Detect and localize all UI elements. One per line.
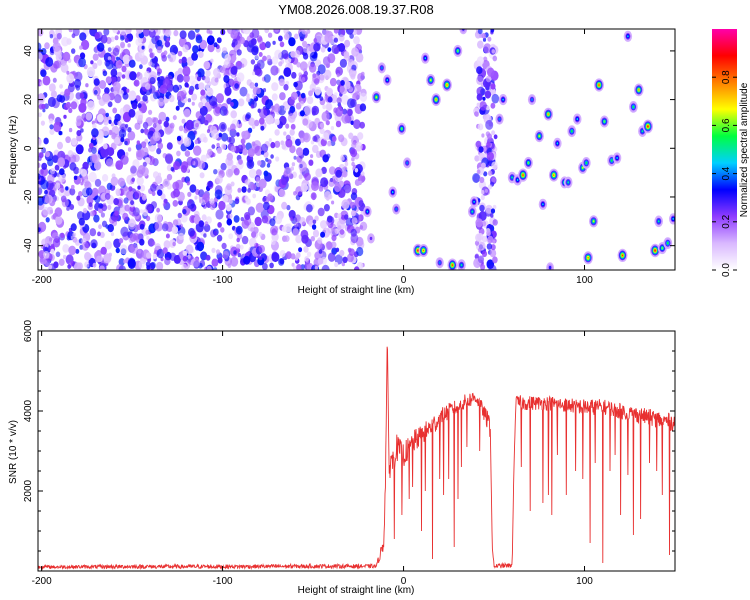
colorbar: 0.0 0.2 0.4 0.6 0.8 Normalized spectral ampl… [712,29,750,277]
spectral-peak [363,206,372,218]
spectral-peak [612,152,622,164]
spectral-peak [634,83,644,97]
snr-y-axis-label: SNR (10 * v/v) [8,420,19,484]
spectral-peak [435,257,444,269]
spectral-peak [629,101,638,113]
spectral-peak [654,215,663,228]
x-tick-label: -100 [213,275,233,286]
spectral-peak [527,94,537,106]
spectral-peak [453,44,463,57]
spectral-peak [623,30,633,42]
colorbar-tick-label: 0.2 [721,214,732,228]
x-tick-label: 100 [576,275,593,286]
y-tick-label: 40 [23,45,34,57]
spectrogram-content [38,29,675,270]
spectrogram-noise [38,29,500,270]
colorbar-label: Normalized spectral amplitude [739,82,750,217]
spectral-peak [563,176,573,189]
spectral-peak [546,262,554,270]
snr-content [38,346,675,571]
x-tick-label: 0 [401,576,407,587]
spectral-peak [388,186,397,198]
spectral-peak [534,130,544,143]
spectral-peak [457,259,466,270]
spectral-peak [650,243,661,258]
spectral-peak [581,157,591,169]
spectral-peak [518,168,528,182]
y-tick-label: 0 [23,145,34,151]
spectral-peak [553,137,562,149]
spectral-peak [498,94,508,106]
y-tick-label: 6000 [23,319,34,342]
spectral-peak [523,156,533,169]
y-tick-label: -40 [23,238,34,253]
spectrogram-y-ticks: -40 -20 0 20 40 [23,45,675,253]
spectral-peak [638,125,647,137]
spectrogram-x-axis-label: Height of straight line (km) [298,285,415,296]
colorbar-tick-label: 0.4 [721,166,732,180]
colorbar-tick-label: 0.0 [721,263,732,277]
colorbar-gradient [712,29,737,270]
spectral-peak [447,258,458,270]
x-tick-label: 100 [576,576,593,587]
spectral-peak [573,113,582,125]
colorbar-tick-label: 0.8 [721,70,732,84]
spectral-peak [468,205,477,218]
spectral-peak [371,91,381,104]
spectral-peak [663,237,673,250]
spectral-peak [642,119,654,134]
spectral-peak [421,52,430,64]
spectral-peak [594,78,604,92]
y-tick-label: 4000 [23,399,34,422]
colorbar-ticks: 0.0 0.2 0.4 0.6 0.8 [712,70,737,277]
spectral-peak [377,62,386,74]
spectral-peak [589,215,599,228]
spectral-peak [495,113,504,125]
x-tick-label: -100 [213,576,233,587]
spectral-peak [583,251,593,265]
snr-panel: -200 -100 0 100 2000 4000 6000 Height of stra… [8,319,676,596]
spectral-peak [418,244,429,257]
y-tick-label: -20 [23,189,34,204]
snr-x-ticks: -200 -100 0 100 [32,331,593,587]
y-tick-label: 20 [23,94,34,106]
spectral-peak [459,29,468,35]
spectral-peak [538,198,548,210]
spectrogram-x-ticks: -200 -100 0 100 [32,29,593,286]
spectrogram-peaks [363,29,675,270]
x-tick-label: -200 [32,576,52,587]
spectral-peak [567,125,577,138]
spectral-peak [383,74,392,86]
spectral-peak [392,203,401,215]
snr-series-line [38,346,675,571]
spectral-peak [442,78,452,92]
spectral-peak [617,248,628,262]
spectral-peak [431,93,441,106]
spectral-peak [548,168,559,182]
spectral-peak [426,74,436,87]
snr-y-ticks: 2000 4000 6000 [23,319,675,552]
spectral-peak [469,196,479,208]
snr-x-axis-label: Height of straight line (km) [298,585,415,596]
spectral-peak [599,115,609,128]
colorbar-tick-label: 0.6 [721,118,732,132]
snr-background [38,331,675,571]
y-tick-label: 2000 [23,479,34,502]
spectrogram-y-axis-label: Frequency (Hz) [8,116,19,185]
spectral-peak [367,233,375,244]
spectrogram-frame [37,28,676,271]
spectral-peak [397,122,407,135]
spectral-peak [669,213,675,225]
x-tick-label: -200 [32,275,52,286]
spectral-peak [543,107,554,121]
spectral-peak [403,157,412,169]
figure-title: YM08.2026.008.19.37.R08 [278,2,433,17]
x-tick-label: 0 [401,275,407,286]
